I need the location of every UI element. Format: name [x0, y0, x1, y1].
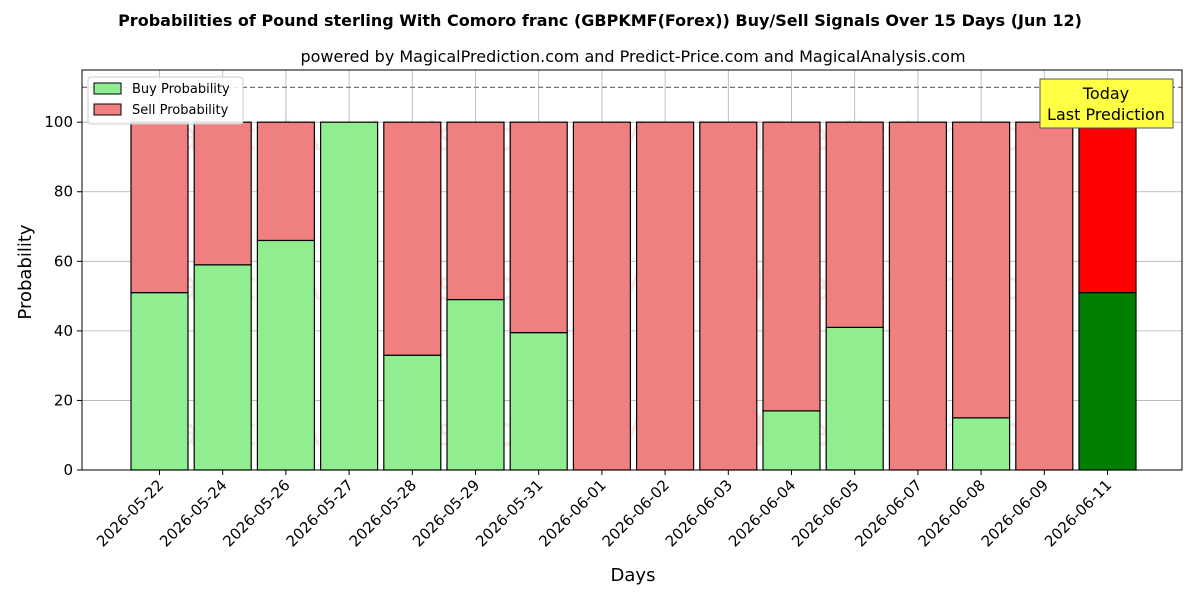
sell-bar	[699, 121, 758, 471]
x-tick-label: 2026-06-04	[725, 476, 799, 550]
x-tick-label: 2026-06-09	[978, 476, 1052, 550]
legend-swatch	[93, 103, 122, 116]
x-tick-label: 2026-05-24	[156, 476, 230, 550]
x-tick-label: 2026-06-11	[1041, 476, 1115, 550]
y-axis: 0 20 40 60 80 100	[44, 113, 82, 479]
buy-bar	[762, 410, 821, 471]
x-tick-label: 2026-05-26	[219, 476, 293, 550]
x-tick-label: 2026-06-03	[662, 476, 736, 550]
x-tick-label: 2026-06-08	[915, 476, 989, 550]
x-tick-label: 2026-06-02	[599, 476, 673, 550]
legend-box	[87, 76, 244, 125]
sell-bar	[825, 121, 884, 328]
x-axis: 2026-05-222026-05-242026-05-262026-05-27…	[93, 470, 1115, 550]
x-tick-label: 2026-05-27	[283, 476, 357, 550]
x-tick-label: 2026-05-31	[472, 476, 546, 550]
chart-subtitle: powered by MagicalPrediction.com and Pre…	[300, 47, 965, 66]
bars-group	[130, 121, 1137, 471]
annotation-box	[1039, 78, 1174, 129]
legend-label: Sell Probability	[132, 103, 229, 118]
buy-bar	[951, 417, 1011, 471]
y-tick-label: 40	[54, 322, 73, 340]
sell-bar	[193, 121, 252, 266]
sell-bar	[951, 121, 1011, 419]
buy-bar	[193, 264, 252, 471]
buy-bar	[383, 354, 442, 471]
y-tick-label: 60	[54, 252, 73, 270]
buy-bar	[509, 332, 568, 471]
y-tick-label: 100	[44, 113, 73, 131]
plot-frame	[81, 69, 1183, 471]
buy-bar	[320, 121, 379, 471]
buy-bar	[825, 326, 884, 471]
x-tick-label: 2026-06-05	[788, 476, 862, 550]
sell-bar	[130, 121, 189, 294]
y-tick-label: 0	[63, 461, 73, 479]
sell-bar	[762, 121, 821, 412]
buy-bar	[446, 298, 505, 471]
y-tick-label: 20	[54, 391, 73, 409]
sell-bar	[509, 121, 568, 334]
sell-bar	[1015, 121, 1074, 471]
legend: Buy Probability Sell Probability	[87, 76, 244, 125]
x-axis-label: Days	[611, 565, 656, 586]
buy-bar	[256, 239, 315, 471]
y-axis-label: Probability	[15, 224, 36, 319]
annotation-text: Last Prediction	[1047, 105, 1165, 124]
chart-title: Probabilities of Pound sterling With Com…	[118, 11, 1082, 30]
buy-bar	[130, 292, 189, 471]
legend-label: Buy Probability	[132, 82, 230, 97]
buy-bar	[1078, 292, 1137, 471]
x-tick-label: 2026-05-28	[346, 476, 420, 550]
sell-bar	[888, 121, 948, 471]
sell-bar	[446, 121, 505, 301]
today-annotation: Today Last Prediction	[1039, 78, 1174, 129]
sell-bar	[1078, 121, 1137, 294]
sell-bar	[383, 121, 442, 356]
sell-bar	[256, 121, 315, 242]
x-tick-label: 2026-05-22	[93, 476, 167, 550]
y-tick-label: 80	[54, 183, 73, 201]
x-tick-label: 2026-06-07	[851, 476, 925, 550]
annotation-text: Today	[1082, 84, 1129, 103]
x-tick-label: 2026-05-29	[409, 476, 483, 550]
x-tick-label: 2026-06-01	[535, 476, 609, 550]
sell-bar	[635, 121, 695, 471]
sell-bar	[572, 121, 632, 471]
legend-swatch	[93, 82, 122, 95]
